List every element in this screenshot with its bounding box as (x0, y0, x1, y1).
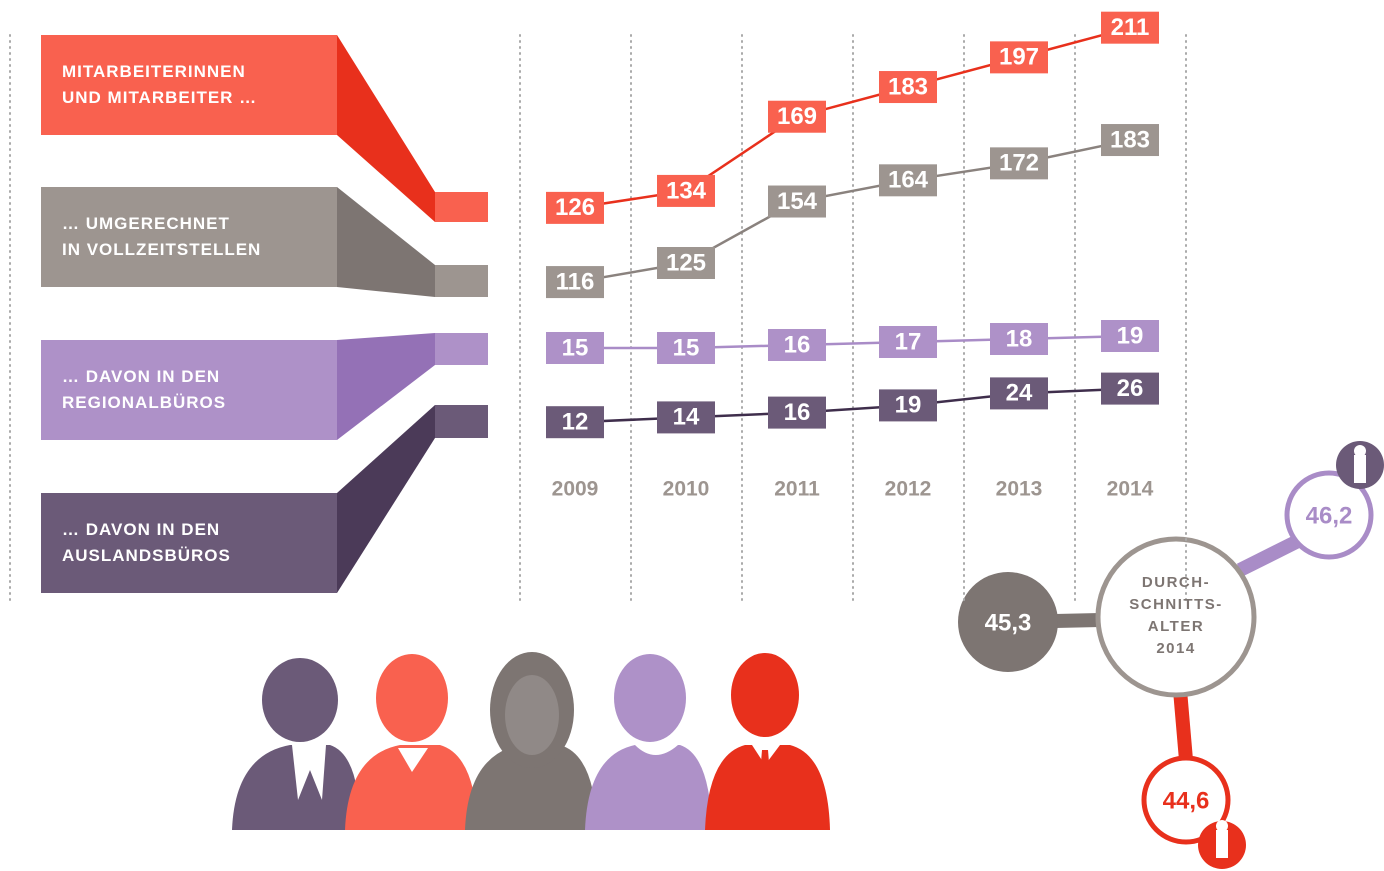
legend-tab (435, 333, 488, 365)
value-label: 12 (562, 409, 589, 436)
value-label: 183 (888, 73, 928, 100)
value-label: 169 (777, 103, 817, 130)
age-overall: 45,3 (985, 609, 1032, 636)
legend-ribbon (337, 35, 435, 222)
legend-ribbon (337, 405, 435, 593)
value-label: 15 (673, 334, 700, 361)
page: 45,3 46,2 44,6 2009 2010 2011 2012 2013 2014 1… (0, 0, 1384, 871)
x-tick-label: 2013 (996, 478, 1043, 501)
legend-tab (435, 192, 488, 222)
value-label: 134 (666, 177, 707, 204)
legend-label: MITARBEITERINNEN UND MITARBEITER … (62, 59, 257, 111)
legend-tab (435, 405, 488, 438)
age-male: 44,6 (1163, 787, 1210, 814)
x-tick-label: 2012 (885, 478, 932, 501)
value-label: 125 (666, 249, 706, 276)
value-label: 17 (895, 328, 922, 355)
value-label: 183 (1110, 126, 1150, 153)
age-female: 46,2 (1306, 502, 1353, 529)
value-label: 126 (555, 194, 595, 221)
value-label: 154 (777, 188, 818, 215)
value-label: 18 (1006, 325, 1033, 352)
value-label: 116 (556, 268, 595, 295)
value-label: 197 (999, 44, 1039, 71)
value-label: 26 (1117, 375, 1144, 402)
value-label: 211 (1111, 14, 1150, 41)
value-label: 19 (1117, 322, 1144, 349)
value-label: 19 (895, 392, 922, 419)
value-label: 24 (1006, 380, 1033, 407)
x-tick-label: 2010 (663, 478, 710, 501)
chart: 45,3 46,2 44,6 2009 2010 2011 2012 2013 2014 1… (0, 0, 1384, 871)
value-label: 16 (784, 331, 811, 358)
x-tick-label: 2014 (1107, 478, 1154, 501)
x-tick-label: 2009 (552, 478, 599, 501)
value-label: 164 (888, 167, 929, 194)
age-title: DURCH- SCHNITTS- ALTER 2014 (1106, 572, 1246, 660)
value-label: 16 (784, 399, 811, 426)
x-tick-label: 2011 (774, 478, 820, 501)
legend-label: … DAVON IN DEN AUSLANDSBÜROS (62, 517, 231, 569)
value-label: 14 (673, 404, 700, 431)
legend-label: … UMGERECHNET IN VOLLZEITSTELLEN (62, 211, 261, 263)
value-label: 172 (999, 150, 1039, 177)
people (232, 652, 830, 830)
legend-label: … DAVON IN DEN REGIONALBÜROS (62, 364, 226, 416)
value-label: 15 (562, 334, 589, 361)
legend-tab (435, 265, 488, 297)
